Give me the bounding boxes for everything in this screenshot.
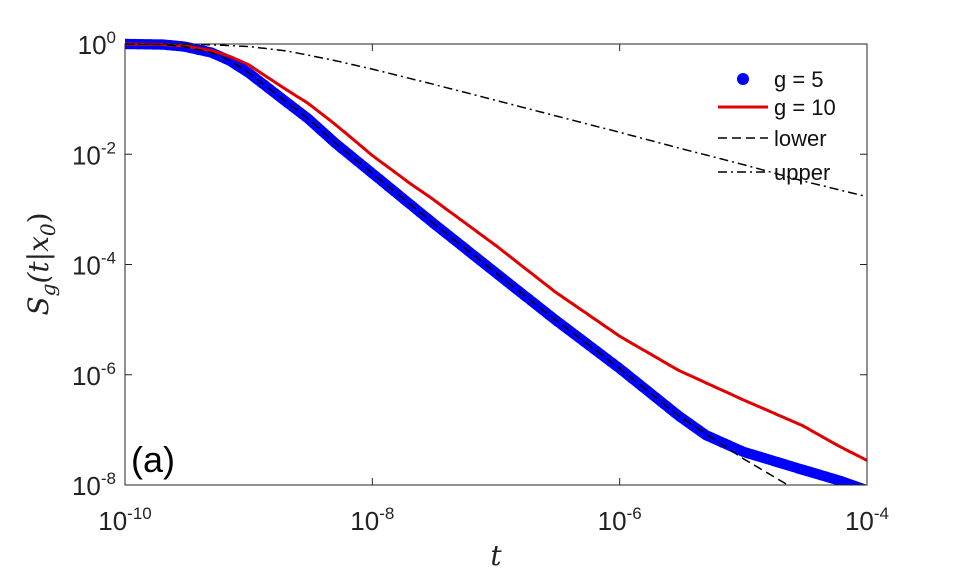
panel-label: (a) xyxy=(131,439,175,480)
y-tick-label: 10-4 xyxy=(72,249,116,281)
legend-label: g = 10 xyxy=(774,95,836,120)
y-tick-label: 100 xyxy=(78,28,116,60)
x-tick-label: 10-10 xyxy=(98,504,152,536)
data-point xyxy=(862,485,872,495)
legend-label: g = 5 xyxy=(774,67,824,92)
y-tick-label: 10-6 xyxy=(72,359,116,391)
series-line-g-10 xyxy=(125,42,868,462)
legend-marker xyxy=(737,73,749,85)
series-line-lower xyxy=(125,43,790,485)
legend-label: lower xyxy=(774,126,827,151)
legend: g = 5 g = 10 lower upper xyxy=(718,67,836,185)
axes-box xyxy=(124,43,868,486)
x-tick-label: 10-8 xyxy=(350,504,394,536)
y-tick-label: 10-2 xyxy=(72,138,116,170)
y-axis-label: Sg(t|x0) xyxy=(22,212,60,315)
x-tick-label: 10-6 xyxy=(598,504,642,536)
series-line-upper xyxy=(125,43,868,198)
legend-label: upper xyxy=(774,160,830,185)
y-tick-label: 10-8 xyxy=(72,469,116,501)
x-axis-label: t xyxy=(490,539,502,572)
data-point xyxy=(862,484,868,485)
x-tick-label: 10-4 xyxy=(845,504,889,536)
plot-area xyxy=(125,38,872,495)
